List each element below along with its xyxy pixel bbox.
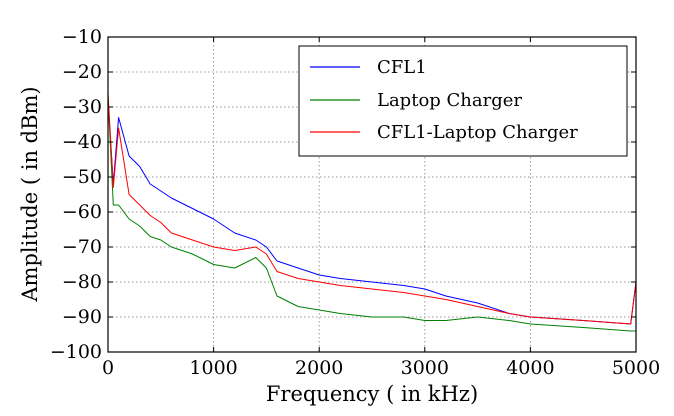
legend-label-cfl1: CFL1 bbox=[377, 57, 427, 78]
x-tick-label: 1000 bbox=[189, 357, 237, 379]
legend-label-laptop-charger: Laptop Charger bbox=[377, 90, 522, 111]
y-tick-label: −10 bbox=[62, 26, 102, 48]
y-tick-label: −20 bbox=[62, 61, 102, 83]
y-tick-label: −90 bbox=[62, 306, 102, 328]
x-tick-label: 5000 bbox=[612, 357, 660, 379]
plot-frame bbox=[107, 36, 637, 353]
x-tick-label: 0 bbox=[102, 357, 114, 379]
series-line-laptop-charger bbox=[107, 96, 636, 332]
series-lines bbox=[107, 92, 637, 332]
legend: CFL1 Laptop Charger CFL1-Laptop Charger bbox=[298, 45, 628, 157]
y-tick-label: −50 bbox=[62, 166, 102, 188]
legend-label-cfl1-laptop-charger: CFL1-Laptop Charger bbox=[377, 122, 578, 143]
axis-ticks: 0 1000 2000 3000 4000 5000 −100 −90 −80 −70 −60 −50… bbox=[50, 26, 660, 379]
y-tick-label: −100 bbox=[50, 341, 102, 363]
y-tick-label: −60 bbox=[62, 201, 102, 223]
x-tick-label: 3000 bbox=[401, 357, 449, 379]
y-tick-label: −70 bbox=[62, 236, 102, 258]
series-line-cfl1 bbox=[107, 99, 637, 325]
x-tick-label: 4000 bbox=[506, 357, 554, 379]
y-tick-label: −40 bbox=[62, 131, 102, 153]
legend-box bbox=[298, 45, 628, 157]
y-axis-label: Amplitude ( in dBm) bbox=[18, 86, 42, 302]
series-line-cfl1-laptop-charger bbox=[107, 92, 637, 325]
x-tick-label: 2000 bbox=[295, 357, 343, 379]
x-axis-label: Frequency ( in kHz) bbox=[266, 382, 478, 406]
y-tick-label: −30 bbox=[62, 96, 102, 118]
y-tick-label: −80 bbox=[62, 271, 102, 293]
